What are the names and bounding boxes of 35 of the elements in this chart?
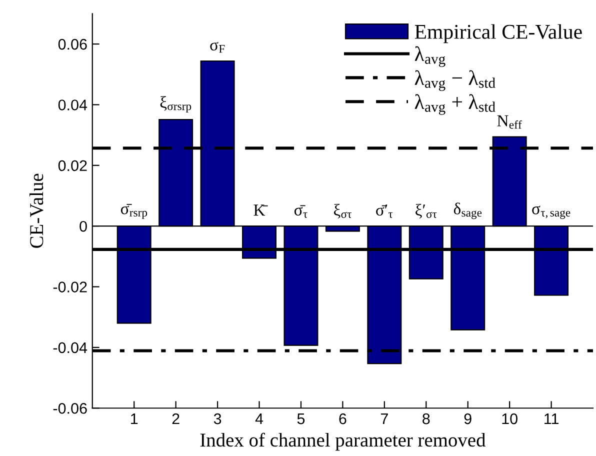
annotation: ξ$_{σrsrp}$: [160, 96, 192, 113]
annotation: ξ$_{στ}$: [334, 204, 352, 218]
annotation: K̄: [254, 204, 268, 216]
annotation: N$_{eff}$: [497, 115, 522, 129]
x-tick-label: 11: [544, 414, 558, 424]
y-tick-label: 0.04: [58, 100, 88, 110]
y-tick-label: 0: [80, 220, 87, 232]
y-tick-label: -0.06: [53, 402, 87, 414]
x-tick-label: 8: [422, 413, 430, 424]
x-tick-label: 9: [464, 413, 472, 424]
x-tick-label: 4: [255, 414, 264, 424]
annotation: σ̄$_{τ}$: [294, 205, 308, 218]
legend-label: Empirical CE-Value: [414, 24, 582, 44]
annotation: σ$_{τ,sage}$: [532, 206, 570, 219]
y-tick-label: 0.06: [58, 38, 87, 50]
legend-label: λ$_{avg}$: [414, 46, 446, 67]
x-tick-label: 5: [297, 414, 305, 424]
x-tick-label: 3: [214, 413, 222, 424]
y-tick-label: -0.02: [53, 282, 87, 292]
y-tick-label: 0.02: [58, 160, 87, 172]
annotation: σ̄$_{rsrp}$: [120, 204, 148, 219]
legend-label: λ$_{avg}$ − λ$_{std}$: [414, 70, 496, 91]
x-tick-label: 1: [131, 414, 138, 424]
y-axis-title: CE-Value: [30, 174, 44, 248]
annotation: δ$_{sage}$: [454, 202, 482, 220]
x-tick-label: 6: [339, 413, 346, 424]
annotation: σ̄′$_{τ}$: [376, 204, 393, 218]
annotation: ξ′$_{στ}$: [416, 204, 437, 218]
x-tick-label: 7: [380, 414, 388, 424]
x-axis-title: Index of channel parameter removed: [200, 432, 486, 451]
x-tick-label: 10: [502, 413, 518, 424]
x-tick-label: 2: [172, 413, 180, 424]
y-tick-label: -0.04: [53, 342, 88, 354]
annotation: σ$_{F}$: [210, 42, 225, 53]
legend-label: λ$_{avg}$ + λ$_{std}$: [414, 94, 496, 115]
